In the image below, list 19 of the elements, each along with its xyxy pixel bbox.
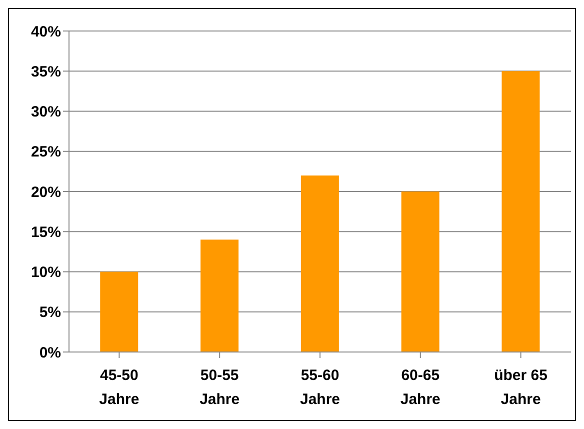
- y-tick-label: 25%: [30, 144, 61, 161]
- y-tick-label: 35%: [30, 63, 61, 80]
- x-tick-label: 60-65 Jahre: [400, 367, 440, 408]
- bar: [300, 175, 339, 352]
- y-tick-label: 5%: [39, 304, 61, 322]
- y-tick-label: 40%: [30, 23, 61, 40]
- x-tick-label: 50-55 Jahre: [200, 367, 240, 408]
- y-tick-label: 0%: [39, 344, 61, 362]
- bar: [401, 192, 440, 352]
- x-tick-label: 55-60 Jahre: [300, 367, 340, 408]
- y-tick-label: 20%: [30, 184, 61, 201]
- bar: [200, 240, 239, 352]
- y-tick-label: 30%: [30, 104, 61, 121]
- bar: [502, 71, 540, 352]
- x-tick-label: über 65 Jahre: [494, 367, 548, 408]
- bar: [100, 272, 138, 352]
- x-tick-label: 45-50 Jahre: [99, 367, 140, 408]
- y-tick-label: 15%: [30, 224, 61, 241]
- y-tick-label: 10%: [30, 264, 61, 282]
